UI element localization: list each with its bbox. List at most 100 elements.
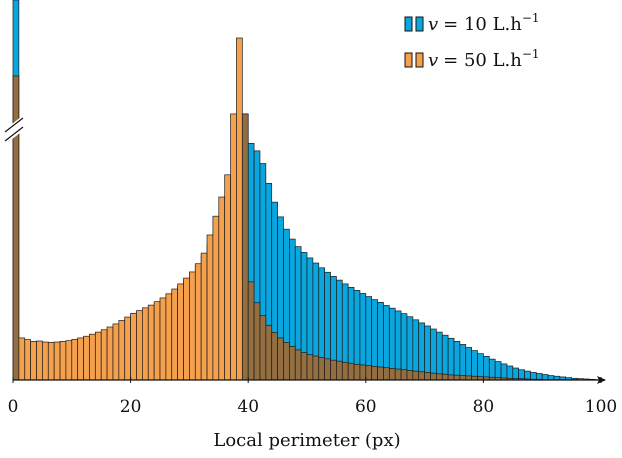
bar-series-b bbox=[171, 288, 178, 381]
bar-series-b bbox=[383, 367, 390, 381]
bar-series-b bbox=[53, 341, 61, 381]
bar-series-b bbox=[347, 362, 355, 381]
bar-series-b bbox=[24, 339, 31, 381]
bar-series-a bbox=[465, 347, 472, 381]
bar-series-b bbox=[194, 263, 202, 381]
bar-series-b bbox=[341, 361, 349, 381]
bar-series-a bbox=[441, 334, 449, 381]
x-tick-label: 0 bbox=[8, 397, 19, 417]
bar-series-a bbox=[483, 356, 490, 381]
x-ticks: 0 20 40 60 80 100 bbox=[8, 377, 617, 417]
bar-series-b bbox=[447, 374, 455, 381]
bar-series-b bbox=[330, 359, 337, 381]
legend-label-series-b: v = 50 L.h−1 bbox=[428, 47, 540, 71]
axis-break-gap bbox=[0, 117, 28, 143]
bar-series-b bbox=[336, 360, 343, 381]
bar-series-b bbox=[212, 215, 220, 381]
bar-series-b bbox=[241, 113, 249, 381]
bar-series-b bbox=[47, 342, 55, 381]
bar-series-b bbox=[436, 373, 443, 381]
bar-series-b bbox=[400, 369, 408, 381]
bar-series-b bbox=[36, 340, 43, 381]
bar-series-b bbox=[153, 301, 161, 381]
bar-series-b bbox=[453, 374, 461, 381]
bar-series-b bbox=[77, 337, 84, 381]
bar-series-a bbox=[512, 367, 520, 381]
axis-break-line bbox=[4, 117, 24, 133]
x-tick-label: 20 bbox=[120, 397, 142, 417]
bar-series-b bbox=[118, 320, 126, 381]
bar-series-b bbox=[312, 355, 320, 381]
legend-entry-series-b: v = 50 L.h−1 bbox=[404, 47, 540, 71]
bar-series-b bbox=[306, 354, 314, 381]
bar-series-b bbox=[136, 310, 143, 381]
bar-series-b bbox=[159, 297, 167, 381]
legend-swatch-series-b-left bbox=[404, 52, 413, 68]
bar-series-b bbox=[42, 341, 49, 381]
bar-series-b bbox=[59, 341, 67, 381]
bar-series-b bbox=[371, 365, 378, 381]
bar-series-b bbox=[206, 234, 214, 381]
bar-series-b bbox=[71, 338, 79, 381]
bar-series-b bbox=[189, 271, 196, 381]
bar-series-b bbox=[271, 332, 278, 381]
legend-swatch-series-a-right bbox=[415, 16, 424, 32]
bar-series-b bbox=[424, 372, 431, 381]
bar-series-a bbox=[477, 353, 484, 381]
bar-series-b bbox=[412, 370, 420, 381]
bar-series-b bbox=[94, 331, 102, 381]
axis-break-mark bbox=[0, 117, 28, 143]
x-tick-label: 80 bbox=[473, 397, 495, 417]
x-tick-label: 60 bbox=[355, 397, 377, 417]
bar-series-b bbox=[183, 277, 190, 381]
bar-series-b bbox=[324, 358, 331, 381]
bar-series-b bbox=[441, 373, 449, 381]
bar-series-b bbox=[318, 357, 325, 381]
legend-swatch-series-a-left bbox=[404, 16, 413, 32]
bar-series-b bbox=[253, 302, 261, 381]
bar-series-b bbox=[283, 342, 290, 381]
bar-series-b bbox=[294, 349, 302, 381]
bar-series-b bbox=[377, 366, 384, 381]
bar-series-b bbox=[130, 312, 137, 381]
legend-entry-series-a: v = 10 L.h−1 bbox=[404, 11, 540, 35]
bar-series-b bbox=[224, 174, 231, 381]
bar-series-a bbox=[471, 350, 478, 381]
bar-series-b bbox=[124, 316, 131, 381]
bar-series-b bbox=[177, 283, 184, 381]
bar-series-b bbox=[418, 371, 425, 381]
bar-series-a bbox=[453, 341, 461, 381]
bar-series-b bbox=[459, 375, 467, 381]
bar-series-a bbox=[447, 337, 455, 381]
bar-series-b bbox=[83, 335, 90, 381]
bar-series-a bbox=[436, 331, 443, 381]
legend-swatch-series-b-right bbox=[415, 52, 424, 68]
bar-series-b bbox=[394, 368, 402, 381]
legend: v = 10 L.h−1 v = 50 L.h−1 bbox=[404, 11, 540, 71]
bar-series-a bbox=[500, 363, 508, 381]
bar-series-b bbox=[247, 281, 255, 381]
bar-series-a bbox=[424, 325, 431, 381]
bar-series-a bbox=[530, 372, 537, 381]
bar-series-b bbox=[359, 364, 367, 381]
bar-series-b bbox=[365, 365, 373, 381]
legend-label-series-a: v = 10 L.h−1 bbox=[428, 11, 540, 35]
bar-series-b bbox=[406, 370, 414, 381]
bar-series-b bbox=[265, 324, 273, 381]
bar-series-a bbox=[459, 344, 467, 381]
bar-series-b bbox=[277, 337, 284, 381]
bar-series-b bbox=[353, 363, 361, 381]
bar-series-b bbox=[388, 368, 396, 381]
x-tick-label: 100 bbox=[585, 397, 617, 417]
bar-series-b bbox=[430, 372, 437, 381]
bar-series-b bbox=[230, 113, 237, 381]
bar-series-b bbox=[289, 346, 296, 381]
bar-series-b bbox=[112, 323, 120, 381]
bar-series-b bbox=[236, 37, 243, 381]
bar-series-a bbox=[430, 328, 437, 381]
axis-break-line bbox=[4, 126, 24, 142]
bar-series-b bbox=[259, 315, 267, 381]
bar-series-a bbox=[494, 361, 502, 381]
bar-series-b bbox=[30, 341, 37, 381]
bar-series-b bbox=[18, 337, 26, 381]
